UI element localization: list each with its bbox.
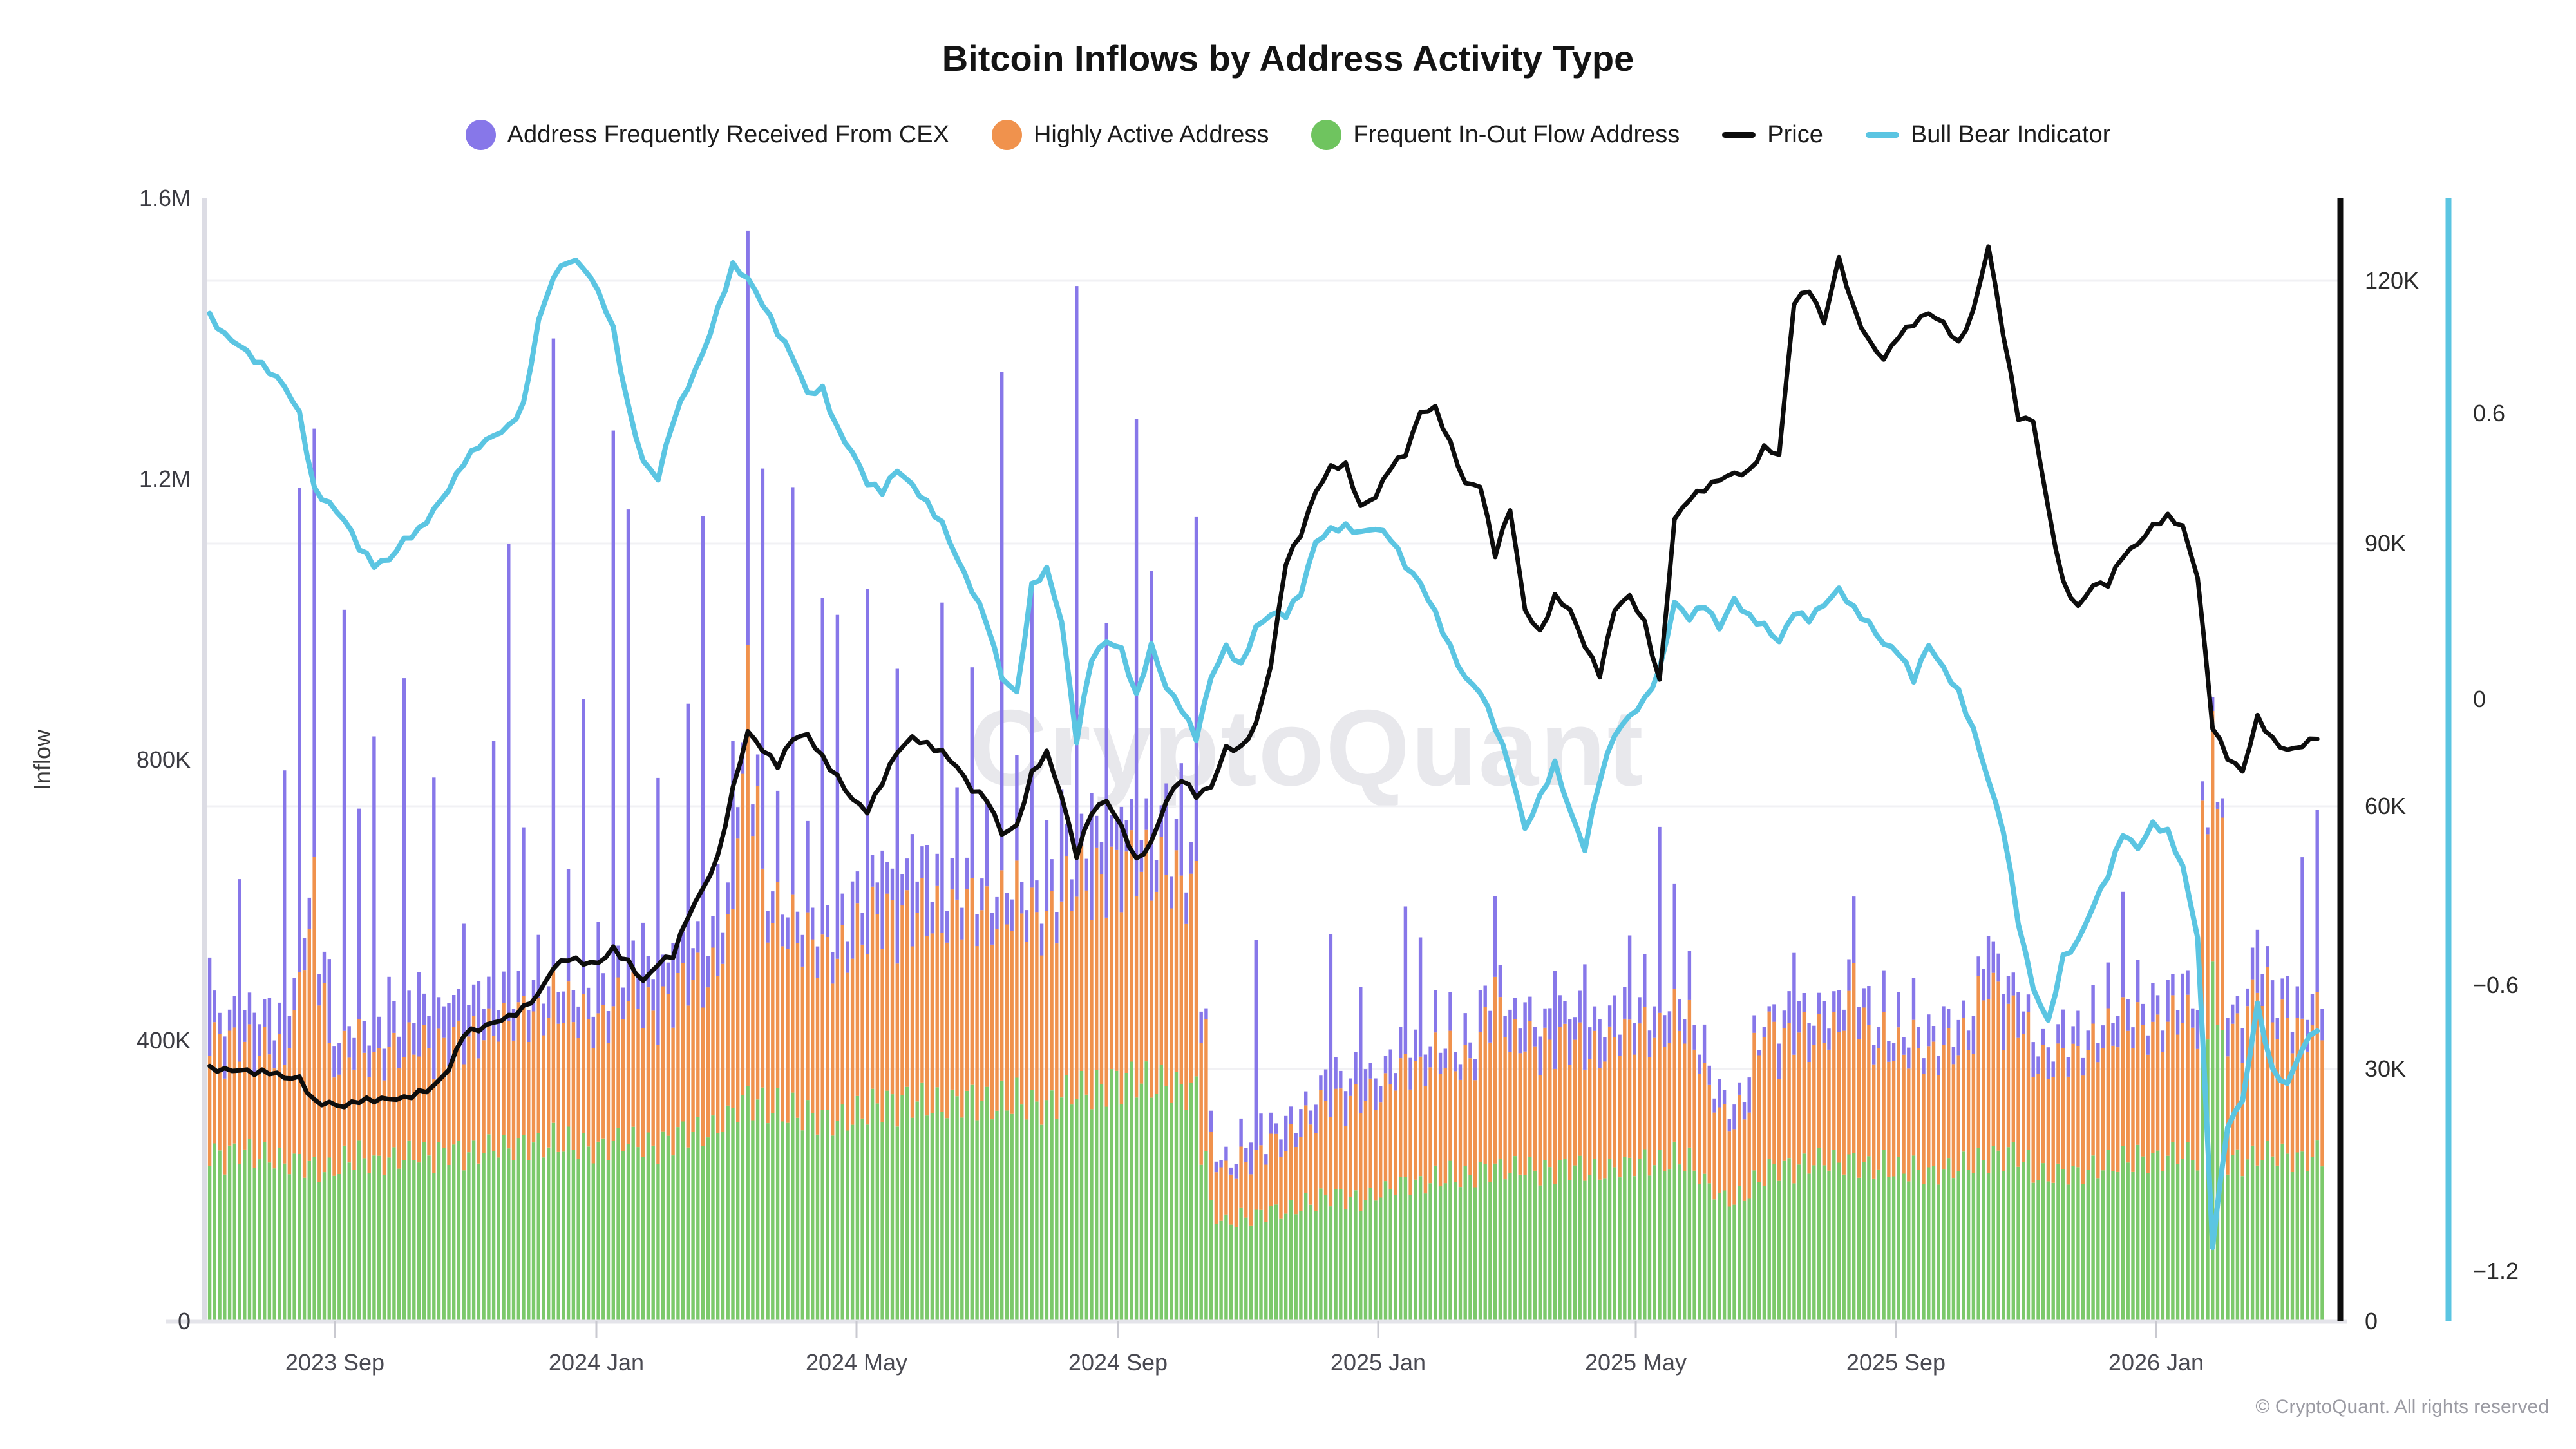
inflow-tick-label: 1.6M: [139, 185, 191, 211]
legend-item-price[interactable]: Price: [1722, 121, 1823, 149]
legend-label: Frequent In-Out Flow Address: [1353, 121, 1680, 148]
price-line-icon: [1722, 132, 1756, 138]
copyright-note: © CryptoQuant. All rights reserved: [2255, 1396, 2549, 1417]
inflow-tick-label: 0: [178, 1308, 191, 1334]
x-tick-label: 2025 May: [1585, 1349, 1687, 1376]
price-tick-label: 90K: [2365, 530, 2406, 556]
bull-bear-line: [207, 258, 2320, 1251]
legend-item-highly-active[interactable]: Highly Active Address: [991, 120, 1269, 150]
bull-bear-line-icon: [1865, 132, 1899, 138]
indicator-tick-label: −0.6: [2473, 972, 2519, 998]
price-tick-label: 30K: [2365, 1056, 2406, 1082]
indicator-tick-label: −1.2: [2473, 1258, 2519, 1284]
x-tick-label: 2024 Sep: [1068, 1349, 1168, 1376]
price-tick-label: 120K: [2365, 267, 2419, 294]
x-tick-label: 2025 Jan: [1331, 1349, 1426, 1376]
inflow-tick-label: 800K: [137, 746, 191, 773]
indicator-tick-label: 0.6: [2473, 400, 2505, 426]
legend: Address Frequently Received From CEX Hig…: [0, 120, 2576, 150]
price-tick-label: 0: [2365, 1308, 2378, 1334]
indicator-tick-label: 0: [2473, 686, 2486, 712]
price-line: [207, 244, 2320, 1110]
in-out-flow-dot-icon: [1311, 120, 1342, 150]
highly-active-dot-icon: [991, 120, 1022, 150]
x-tick-label: 2024 May: [806, 1349, 907, 1376]
cex-dot-icon: [465, 120, 496, 150]
x-tick-label: 2023 Sep: [285, 1349, 384, 1376]
price-tick-label: 60K: [2365, 793, 2406, 819]
legend-item-in-out-flow[interactable]: Frequent In-Out Flow Address: [1311, 120, 1680, 150]
legend-item-cex[interactable]: Address Frequently Received From CEX: [465, 120, 949, 150]
inflow-tick-label: 400K: [137, 1027, 191, 1054]
x-tick-label: 2025 Sep: [1846, 1349, 1946, 1376]
inflow-tick-label: 1.2M: [139, 466, 191, 492]
legend-label: Address Frequently Received From CEX: [507, 121, 949, 148]
legend-label: Highly Active Address: [1033, 121, 1269, 148]
x-tick-label: 2026 Jan: [2108, 1349, 2204, 1376]
x-tick-label: 2024 Jan: [549, 1349, 644, 1376]
legend-label: Price: [1767, 121, 1823, 148]
inflow-bars: [205, 230, 2324, 1321]
legend-label: Bull Bear Indicator: [1910, 121, 2111, 148]
legend-item-bull-bear[interactable]: Bull Bear Indicator: [1865, 121, 2111, 149]
chart-title: Bitcoin Inflows by Address Activity Type: [942, 38, 1634, 79]
